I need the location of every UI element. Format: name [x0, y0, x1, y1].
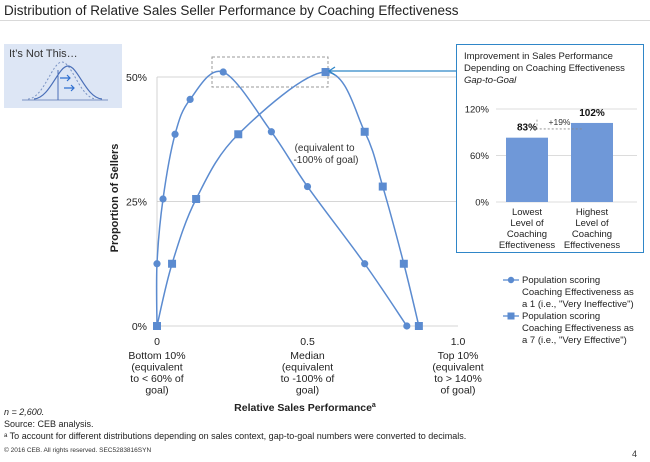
x-tick-description-line: (equivalent [131, 362, 182, 374]
data-point-effective [378, 182, 387, 191]
legend-label-effective: Population scoring Coaching Effectivenes… [522, 311, 636, 346]
page-title: Distribution of Relative Sales Seller Pe… [4, 3, 459, 18]
page-number: 4 [632, 449, 638, 459]
y-tick-label: 50% [126, 72, 147, 84]
legend-effective-line-1: Population scoring [522, 311, 600, 322]
x-tick-description-line: (equivalent [282, 362, 333, 374]
data-point-ineffective [361, 260, 369, 268]
shifted-curve-icon [22, 61, 108, 101]
data-point-ineffective [171, 130, 179, 138]
data-point-ineffective [159, 195, 167, 203]
x-axis-label-text: Relative Sales Performance [234, 402, 372, 414]
annotation-line-2: -100% of goal) [293, 155, 358, 166]
x-axis-label: Relative Sales Performancea [234, 402, 376, 414]
data-point-effective [360, 127, 369, 136]
annotation-line-1: (equivalent to [295, 143, 355, 154]
title-divider [0, 20, 650, 21]
data-point-ineffective [303, 182, 312, 191]
legend-effective-line-3: a 7 (i.e., "Very Effective") [522, 335, 627, 346]
y-tick-label: 25% [126, 197, 147, 209]
data-point-effective [234, 130, 243, 139]
copyright: © 2016 CEB. All rights reserved. SEC5283… [4, 447, 152, 454]
x-tick-label: 0 [154, 336, 160, 348]
not-this-thumbnail [4, 44, 122, 108]
x-tick-description-line: Median [290, 350, 325, 362]
not-this-label: It’s Not This… [9, 48, 78, 60]
bar-category-label-line: Lowest [512, 207, 542, 218]
bar-lowest-coaching [506, 137, 548, 202]
x-tick-description-line: of goal) [440, 385, 475, 397]
x-tick-description-line: goal) [145, 385, 168, 397]
x-tick-description-line: goal) [296, 385, 319, 397]
x-tick-description-line: to -100% of [281, 373, 335, 385]
source-note: Source: CEB analysis. [4, 419, 94, 429]
bar-category-label: Highest Level of Coaching Effectiveness [564, 207, 621, 251]
data-point-effective [321, 68, 330, 77]
y-axis-label: Proportion of Sellers [109, 144, 121, 253]
inset-title-line-1: Improvement in Sales Performance [464, 51, 613, 62]
sample-size-text: n = 2,600. [4, 407, 45, 417]
bar-value-label: 102% [579, 108, 605, 119]
legend-marker-ineffective [507, 276, 515, 284]
sample-size-note: n = 2,600. [4, 406, 466, 418]
data-point-effective [192, 195, 201, 204]
legend-effective-line-2: Coaching Effectiveness as [522, 323, 634, 334]
x-tick-description: Top 10% (equivalent to > 140% of goal) [432, 350, 483, 397]
callout-arrowhead [327, 66, 336, 76]
data-point-ineffective [403, 322, 411, 330]
x-tick-description: Bottom 10% (equivalent to < 60% of goal) [128, 350, 185, 397]
inset-y-tick-label: 120% [465, 105, 490, 116]
bar-category-label-line: Coaching [572, 229, 612, 240]
bar-value-label: 83% [517, 123, 537, 134]
x-tick-description-line: to > 140% [434, 373, 482, 385]
bar-category-label: Lowest Level of Coaching Effectiveness [499, 207, 556, 251]
data-point-effective [399, 259, 408, 268]
bar-category-label-line: Highest [576, 207, 609, 218]
gap-to-goal-inset: Improvement in Sales Performance Dependi… [456, 44, 644, 253]
data-point-ineffective [153, 260, 161, 268]
legend-ineffective-line-1: Population scoring [522, 275, 600, 286]
x-tick-label: 1.0 [451, 336, 466, 348]
bar-category-label-line: Coaching [507, 229, 547, 240]
inset-subtitle: Gap-to-Goal [464, 75, 517, 86]
x-tick-description-line: (equivalent [432, 362, 483, 374]
legend-label-ineffective: Population scoring Coaching Effectivenes… [522, 275, 636, 310]
x-axis-label-superscript: a [372, 402, 376, 409]
legend-marker-effective [507, 312, 515, 320]
inset-title: Improvement in Sales Performance Dependi… [464, 51, 625, 74]
data-point-effective [153, 322, 161, 330]
data-point-effective [414, 322, 423, 330]
legend-ineffective-line-2: Coaching Effectiveness as [522, 287, 634, 298]
inset-y-tick-label: 60% [470, 151, 490, 162]
bar-category-label-line: Level of [575, 218, 609, 229]
median-annotation: (equivalent to -100% of goal) [293, 143, 358, 166]
data-point-ineffective [267, 128, 275, 136]
x-tick-description-line: to < 60% of [130, 373, 183, 385]
peak-highlight-box [211, 56, 329, 88]
data-point-effective [168, 259, 177, 268]
x-tick-description-line: Top 10% [438, 350, 479, 362]
difference-bracket [536, 119, 582, 130]
x-tick-description-line: Bottom 10% [128, 350, 185, 362]
data-point-ineffective [219, 68, 227, 76]
y-tick-label: 0% [132, 321, 147, 333]
data-point-ineffective [186, 95, 194, 104]
gap-to-goal-bar-chart: Improvement in Sales Performance Dependi… [464, 51, 637, 251]
series-line-ineffective [155, 70, 408, 327]
legend-ineffective-line-3: a 1 (i.e., "Very Ineffective") [522, 299, 634, 310]
x-tick-description: Median (equivalent to -100% of goal) [281, 350, 335, 397]
x-tick-label: 0.5 [300, 336, 315, 348]
bar-highest-coaching [571, 122, 613, 202]
conversion-note: ᵃ To account for different distributions… [4, 431, 467, 441]
bar-category-label-line: Effectiveness [499, 240, 556, 251]
bar-category-label-line: Effectiveness [564, 240, 621, 251]
inset-title-line-2: Depending on Coaching Effectiveness [464, 63, 625, 74]
inset-y-tick-label: 0% [475, 198, 489, 209]
footnotes: n = 2,600. Source: CEB analysis. ᵃ To ac… [4, 406, 466, 442]
bar-category-label-line: Level of [510, 218, 544, 229]
difference-label: +19% [549, 117, 571, 127]
